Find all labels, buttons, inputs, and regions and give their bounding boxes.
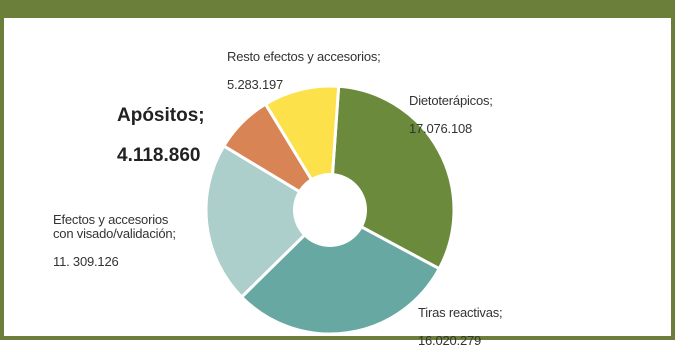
pie-slice-1: [240, 208, 441, 336]
pie-slice-2: [204, 144, 332, 299]
slice-label-efectos-visado: Efectos y accesorios con visado/validaci…: [53, 212, 176, 269]
slice-label-dietoterapicos: Dietoterápicos; 17.076.108: [409, 93, 493, 136]
chart-frame: [0, 0, 675, 340]
slice-label-apositos: Apósitos; 4.118.860: [117, 105, 205, 166]
donut-chart: [204, 84, 456, 336]
slice-label-resto-efectos: Resto efectos y accesorios; 5.283.197: [227, 49, 381, 92]
donut-hole: [293, 173, 367, 247]
